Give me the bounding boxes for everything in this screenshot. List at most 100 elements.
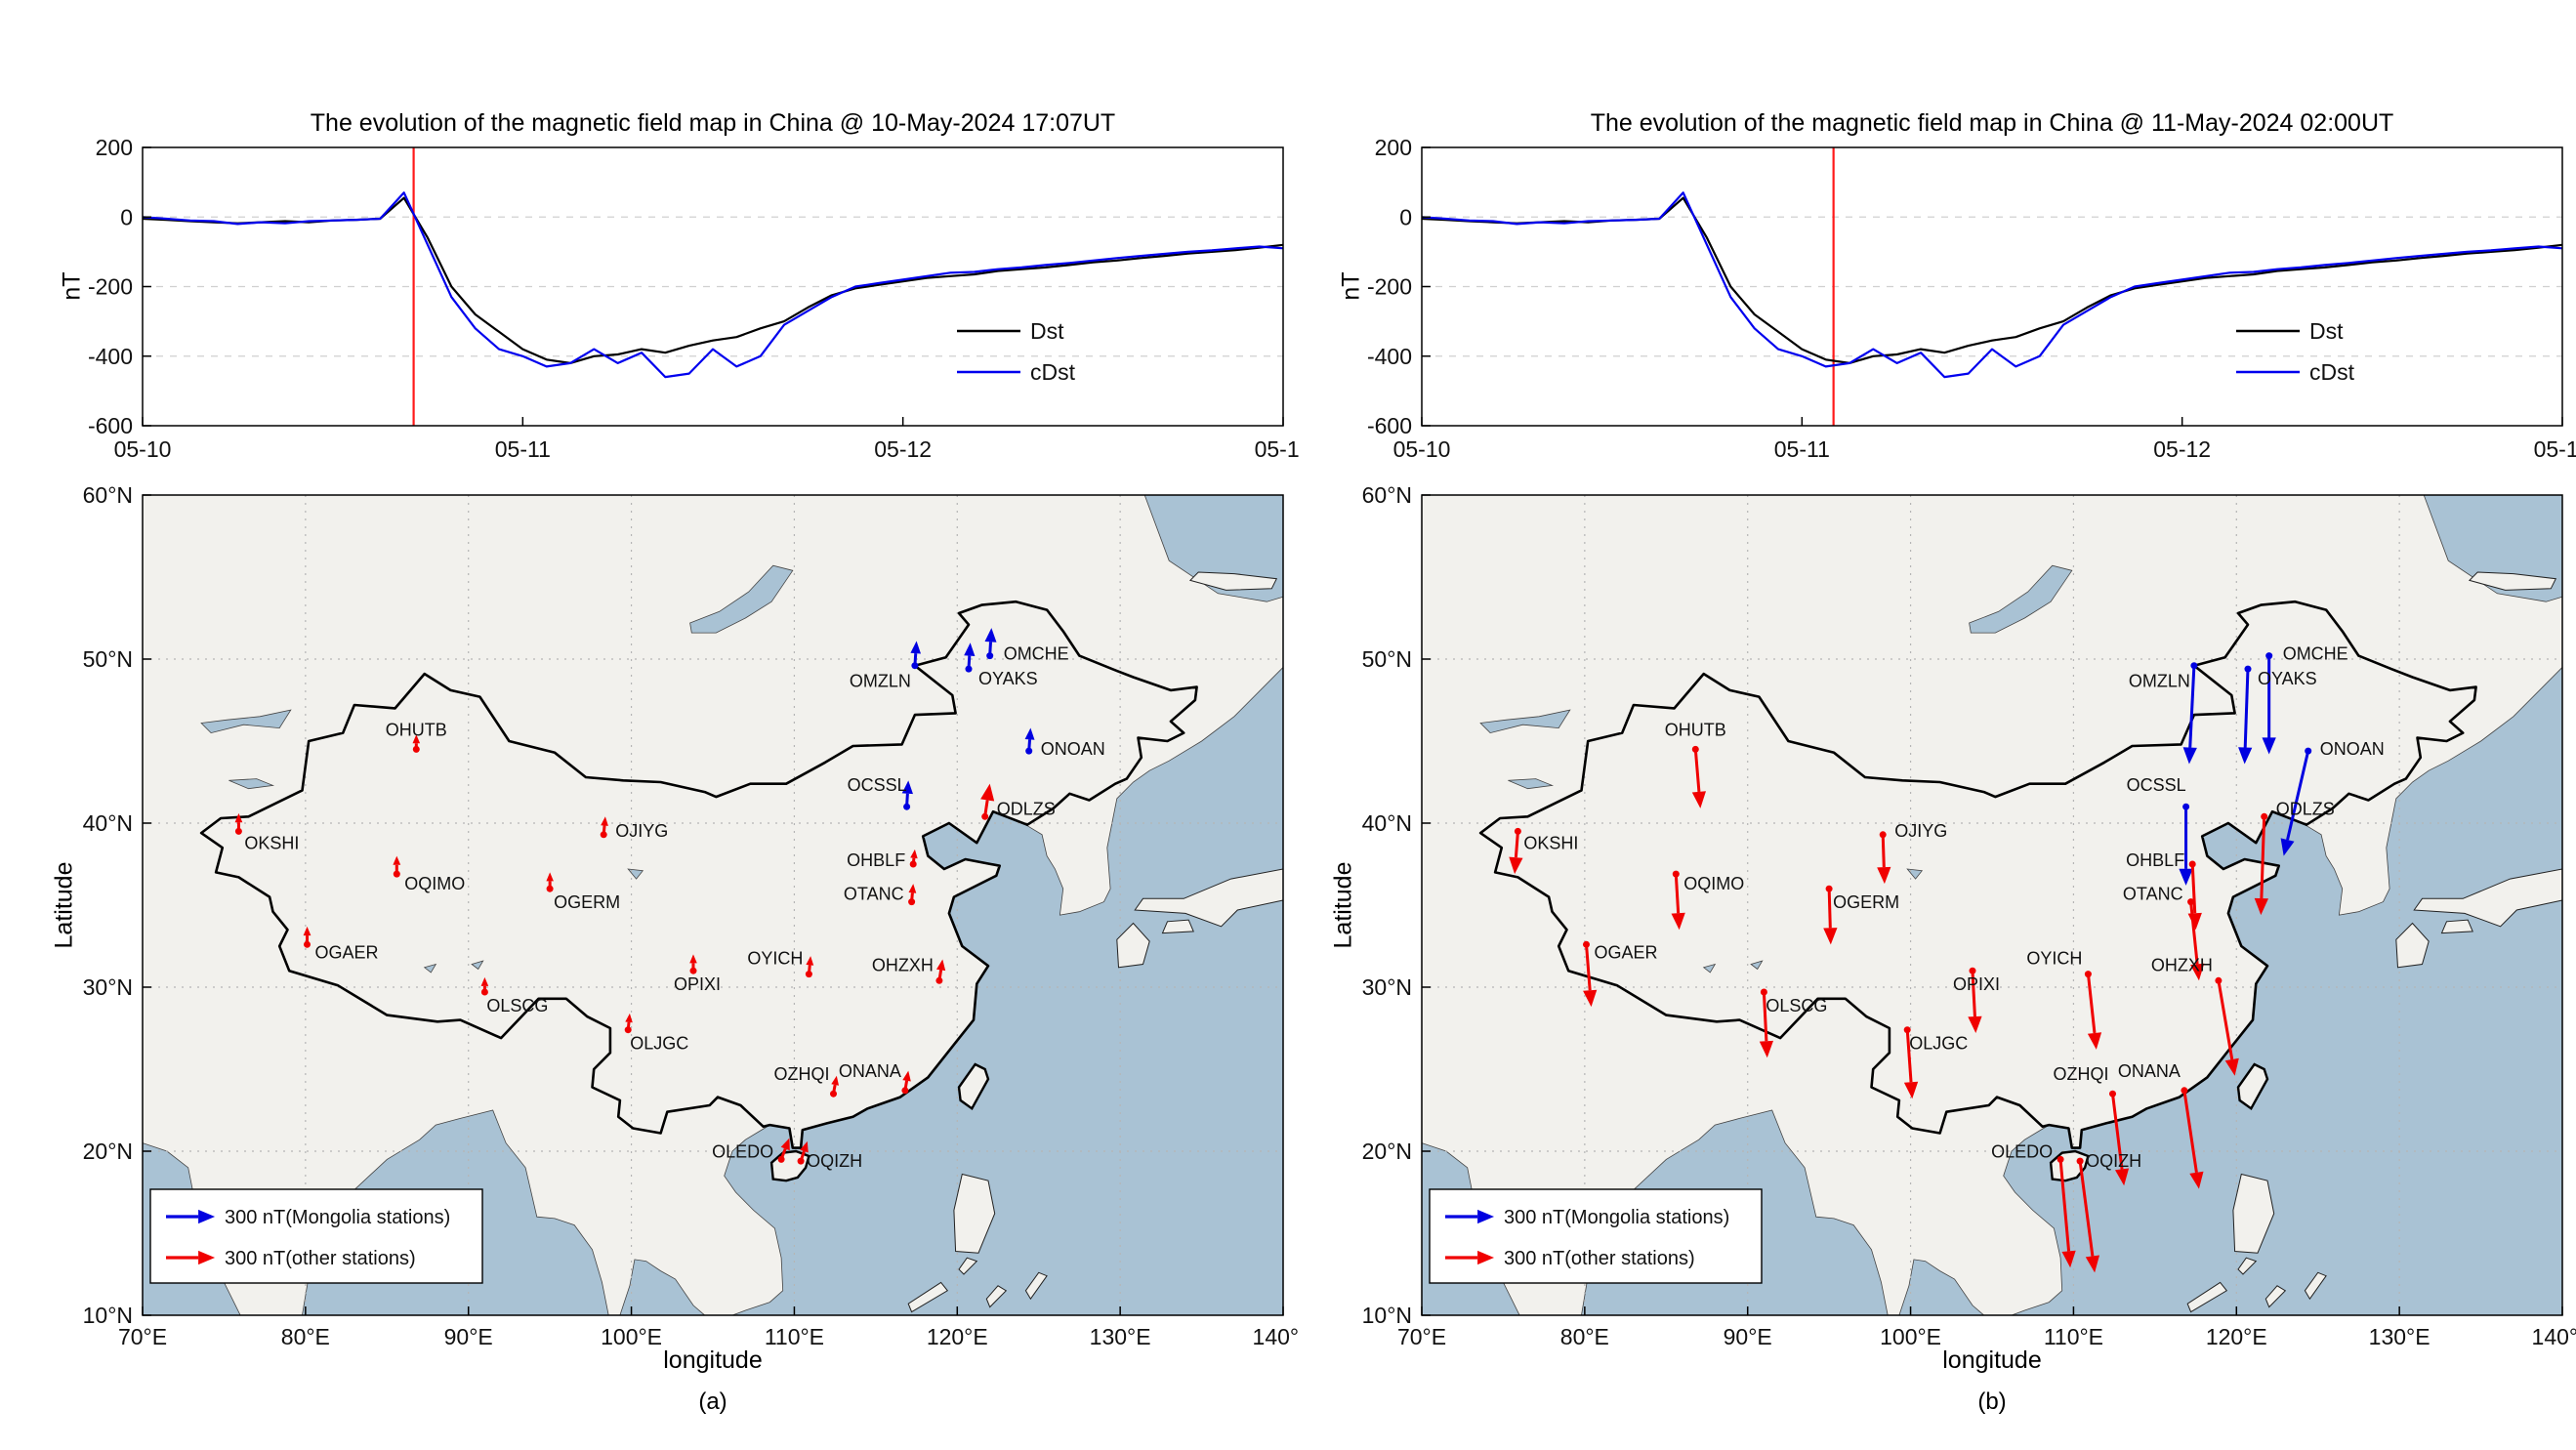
island bbox=[2440, 919, 2473, 934]
island bbox=[1161, 919, 1194, 934]
chart-xtick-label: 05-11 bbox=[1774, 436, 1830, 462]
station-dot-OGAER bbox=[1583, 940, 1590, 948]
station-vector-OMZLN bbox=[913, 653, 918, 666]
legend-arrow-mongolia-head bbox=[1477, 1209, 1495, 1224]
chart-legend-label-cDst: cDst bbox=[1030, 359, 1076, 385]
station-dot-OJIYG bbox=[600, 831, 607, 839]
station-vector-ODLZS-head bbox=[2254, 897, 2268, 916]
station-label-OQIMO: OQIMO bbox=[1683, 874, 1744, 893]
station-label-OYAKS: OYAKS bbox=[978, 669, 1038, 688]
map-legend-label-other: 300 nT(other stations) bbox=[1504, 1248, 1695, 1269]
chart-xtick-label: 05-11 bbox=[495, 436, 551, 462]
station-vector-OLJGC bbox=[626, 1021, 631, 1030]
island bbox=[958, 1257, 978, 1275]
island bbox=[1134, 868, 1283, 928]
station-vector-OZHQI-head bbox=[2115, 1168, 2130, 1186]
map-xtick-label: 80°E bbox=[1560, 1324, 1609, 1349]
station-vector-ONOAN bbox=[1027, 739, 1032, 752]
china-border bbox=[199, 600, 1198, 1149]
island bbox=[2232, 1173, 2275, 1254]
station-label-OMCHE: OMCHE bbox=[1004, 644, 1069, 664]
station-vector-OYAKS-head bbox=[2238, 747, 2253, 765]
island bbox=[2237, 1257, 2258, 1275]
sea-area bbox=[1508, 778, 1555, 790]
station-vector-ODLZS-head bbox=[980, 783, 995, 802]
island bbox=[1188, 571, 1278, 591]
chart-xtick-label: 05-10 bbox=[114, 436, 172, 462]
panel-a-figure: 05-10 05-11 05-12 05-13 200 0 -200 -400 -600 Dst c… bbox=[83, 135, 1299, 1349]
station-vectors: OMCHE OYAKS OMZLN ONOAN OCSSL ODLZS OHUTB OKSHI… bbox=[1509, 644, 2385, 1273]
legend-arrow-other-head bbox=[1477, 1250, 1495, 1265]
series-cDst bbox=[1421, 191, 2563, 379]
map-xtick-label: 110°E bbox=[2044, 1324, 2103, 1349]
station-dot-OMCHE bbox=[2265, 652, 2273, 660]
station-vector-OHUTB-head bbox=[412, 734, 421, 744]
station-vector-OGERM-head bbox=[546, 872, 554, 882]
station-vector-OLSCG bbox=[1762, 991, 1768, 1042]
station-label-OQIZH: OQIZH bbox=[807, 1151, 862, 1171]
island bbox=[985, 1285, 1008, 1308]
station-label-ONOAN: ONOAN bbox=[1041, 739, 1105, 759]
map-ytick-label: 60°N bbox=[83, 482, 133, 508]
panel-a-title: The evolution of the magnetic field map … bbox=[310, 109, 1116, 137]
station-vector-OPIXI-head bbox=[689, 954, 697, 964]
map-ytick-label: 10°N bbox=[1362, 1303, 1412, 1328]
panel-b: The evolution of the magnetic field map … bbox=[1309, 0, 2576, 1445]
station-vector-OYICH-head bbox=[2087, 1032, 2102, 1050]
station-label-OGAER: OGAER bbox=[315, 942, 379, 962]
station-label-ONANA: ONANA bbox=[839, 1061, 901, 1081]
station-vector-OZHQI bbox=[831, 1084, 837, 1095]
station-label-OHZXH: OHZXH bbox=[872, 955, 934, 974]
chart-ytick-label: -400 bbox=[1367, 344, 1412, 369]
station-vector-OLEDO bbox=[2058, 1159, 2071, 1252]
station-vector-OMZLN bbox=[2188, 665, 2196, 748]
map-xtick-label: 100°E bbox=[601, 1324, 662, 1349]
station-vector-OTANC bbox=[910, 892, 914, 902]
station-vector-ONANA bbox=[903, 1080, 909, 1092]
station-vector-OJIYG-head bbox=[601, 816, 608, 826]
chart-legend-label-cDst: cDst bbox=[2309, 359, 2355, 385]
station-vector-OLEDO-head bbox=[780, 1138, 790, 1151]
station-dot-OHBLF bbox=[909, 860, 917, 868]
map-vector-legend: 300 nT(Mongolia stations) 300 nT(other st… bbox=[149, 1188, 483, 1284]
island bbox=[2264, 1285, 2287, 1308]
station-vector-OQIMO bbox=[1674, 873, 1681, 914]
series-Dst bbox=[142, 196, 1284, 364]
dst-chart: 05-10 05-11 05-12 05-13 200 0 -200 -400 -600 Dst c… bbox=[88, 135, 1299, 462]
station-vector-OQIZH bbox=[2078, 1160, 2095, 1257]
station-label-OHBLF: OHBLF bbox=[2126, 850, 2184, 870]
chart-xtick-label: 05-13 bbox=[2534, 436, 2576, 462]
station-dot-OHBLF bbox=[2188, 860, 2196, 868]
station-vector-OGAER-head bbox=[303, 926, 312, 936]
station-label-OHUTB: OHUTB bbox=[386, 720, 447, 739]
map-ytick-label: 50°N bbox=[83, 646, 133, 672]
station-vector-ODLZS bbox=[2260, 816, 2266, 899]
sea-area bbox=[1750, 960, 1764, 971]
series-Dst bbox=[1421, 196, 2563, 364]
chart-ytick-label: -200 bbox=[88, 274, 133, 300]
map-xtick-label: 100°E bbox=[1880, 1324, 1941, 1349]
map-xtick-label: 130°E bbox=[2369, 1324, 2431, 1349]
station-vector-OYICH bbox=[2086, 974, 2097, 1034]
station-label-OYICH: OYICH bbox=[2026, 949, 2082, 969]
island bbox=[953, 1173, 996, 1254]
station-label-OGERM: OGERM bbox=[554, 892, 620, 912]
station-dot-OTANC bbox=[2187, 898, 2195, 906]
station-label-OCSSL: OCSSL bbox=[848, 775, 907, 795]
sea-area bbox=[1969, 564, 2073, 634]
panel-b-title: The evolution of the magnetic field map … bbox=[1590, 109, 2394, 137]
station-vector-OLSCG-head bbox=[1759, 1040, 1773, 1058]
island bbox=[2304, 1271, 2327, 1301]
station-label-OYICH: OYICH bbox=[747, 949, 803, 969]
sea-area bbox=[1702, 963, 1717, 974]
station-label-OLEDO: OLEDO bbox=[712, 1141, 773, 1161]
station-vector-OLJGC bbox=[1905, 1029, 1913, 1083]
station-vector-OLEDO bbox=[779, 1147, 787, 1160]
station-vector-OHUTB-head bbox=[1691, 791, 1706, 808]
station-dot-OLJGC bbox=[624, 1026, 632, 1034]
station-label-OLJGC: OLJGC bbox=[1909, 1034, 1968, 1054]
station-vector-OGAER-head bbox=[1583, 989, 1598, 1008]
map-legend-label-mongolia: 300 nT(Mongolia stations) bbox=[1504, 1207, 1729, 1228]
map-grid bbox=[143, 495, 1283, 1315]
station-label-OMZLN: OMZLN bbox=[850, 672, 911, 691]
